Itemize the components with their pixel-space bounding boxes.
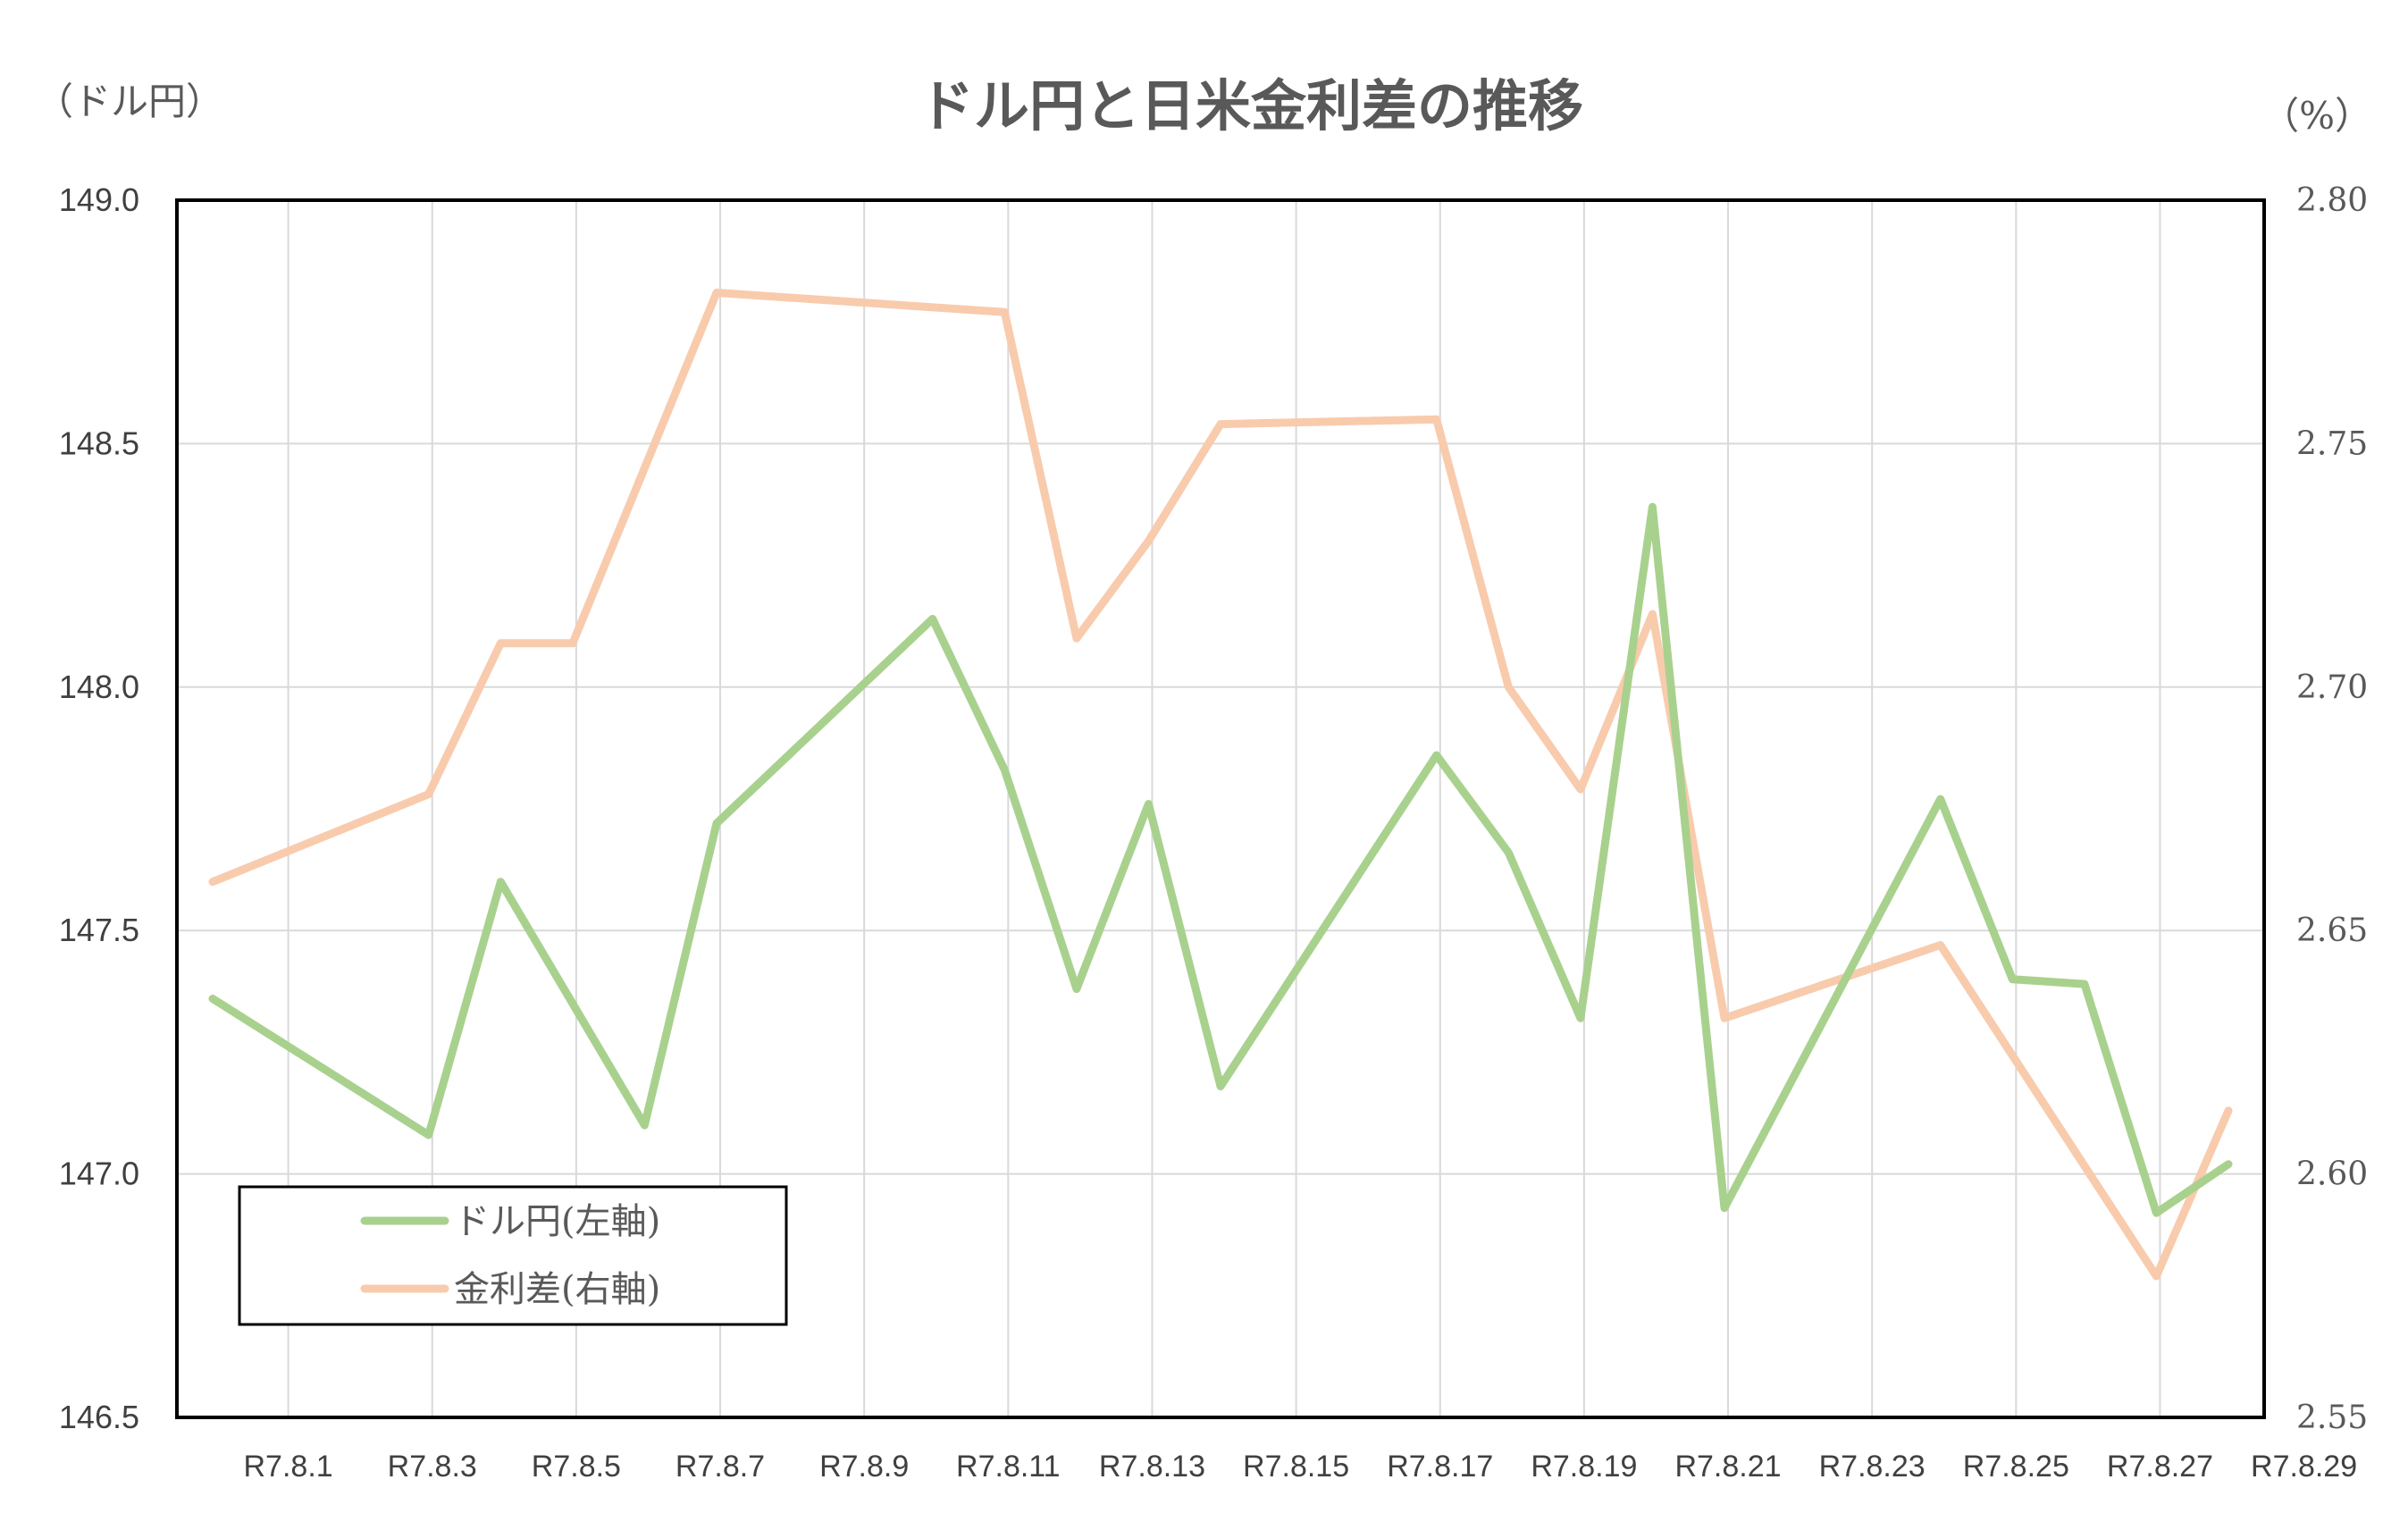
x-tick-label: R7.8.13: [1099, 1450, 1205, 1484]
left-y-tick-label: 149.0: [59, 181, 139, 218]
x-tick-label: R7.8.9: [819, 1450, 909, 1484]
x-tick-label: R7.8.25: [1963, 1450, 2069, 1484]
x-tick-label: R7.8.27: [2107, 1450, 2213, 1484]
right-y-tick-label: 2.60: [2296, 1156, 2368, 1193]
right-y-tick-label: 2.70: [2296, 669, 2368, 706]
legend-box: [238, 1185, 788, 1326]
x-tick-label: R7.8.23: [1819, 1450, 1926, 1484]
plot-lines: [208, 289, 2233, 1281]
left-y-tick-label: 148.5: [59, 425, 139, 461]
left-y-tick-label: 147.0: [59, 1156, 139, 1192]
x-tick-label: R7.8.1: [244, 1450, 333, 1484]
right-axis-ticks: 2.55 2.60 2.65 2.70 2.75 2.80: [2296, 182, 2368, 1436]
right-y-tick-label: 2.75: [2296, 425, 2368, 462]
plot-area-border: [175, 198, 2266, 1419]
left-y-tick-label: 146.5: [59, 1399, 139, 1435]
series-line-usdjpy: [208, 502, 2233, 1217]
x-tick-label: R7.8.3: [388, 1450, 477, 1484]
right-axis-unit: （%）: [2261, 94, 2372, 138]
legend: ドル円(左軸) 金利差(右軸): [238, 1185, 788, 1326]
x-tick-label: R7.8.5: [532, 1450, 621, 1484]
chart-title: ドル円と日米金利差の推移: [919, 73, 1583, 139]
x-tick-label: R7.8.15: [1243, 1450, 1349, 1484]
x-tick-label: R7.8.11: [956, 1450, 1061, 1484]
right-y-tick-label: 2.55: [2296, 1400, 2368, 1436]
right-y-tick-label: 2.80: [2296, 182, 2368, 219]
x-tick-label: R7.8.17: [1387, 1450, 1493, 1484]
legend-label-rate-diff: 金利差(右軸): [454, 1269, 660, 1310]
left-y-tick-label: 148.0: [59, 668, 139, 705]
left-axis-ticks: 146.5 147.0 147.5 148.0 148.5 149.0: [59, 181, 139, 1435]
x-tick-label: R7.8.29: [2251, 1450, 2357, 1484]
x-tick-label: R7.8.21: [1674, 1450, 1781, 1484]
right-y-tick-label: 2.65: [2296, 912, 2368, 949]
left-y-tick-label: 147.5: [59, 912, 139, 948]
x-tick-label: R7.8.7: [675, 1450, 765, 1484]
x-axis-ticks: R7.8.1 R7.8.3 R7.8.5 R7.8.7 R7.8.9 R7.8.11 R7.…: [244, 1450, 2358, 1484]
x-tick-label: R7.8.19: [1531, 1450, 1637, 1484]
legend-label-usdjpy: ドル円(左軸): [454, 1201, 660, 1242]
left-axis-unit: （ドル円）: [36, 80, 223, 123]
series-line-rate-diff: [208, 289, 2233, 1281]
